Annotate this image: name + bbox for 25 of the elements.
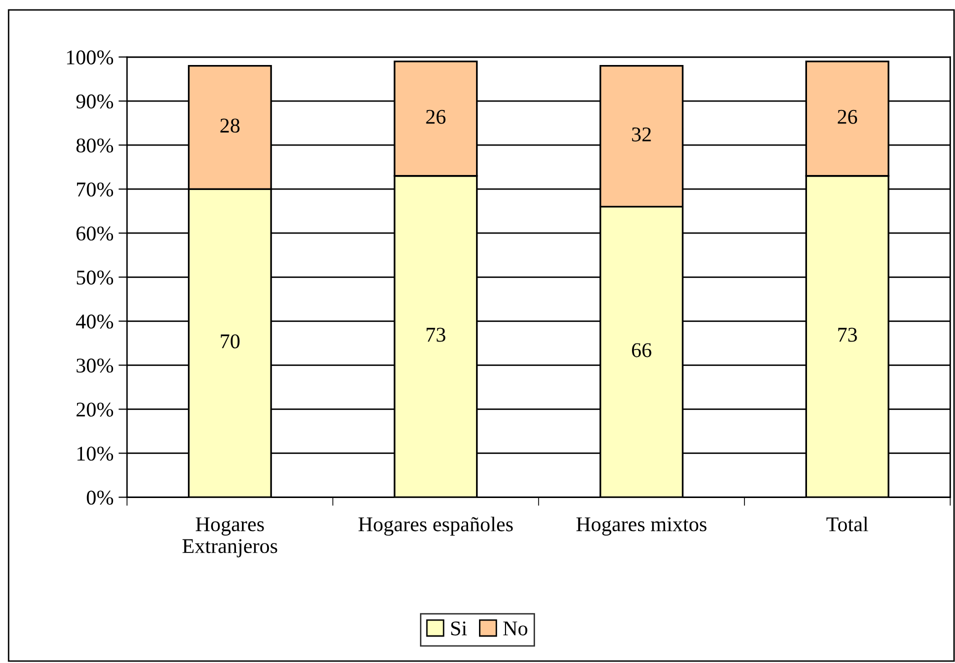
data-label: 32 — [632, 127, 651, 142]
x-tick-label: Hogares mixtos — [576, 517, 706, 536]
y-tick-label: 50% — [76, 270, 114, 285]
y-tick-label: 10% — [77, 446, 114, 461]
data-label: 73 — [426, 328, 446, 342]
y-tick-label: 60% — [76, 226, 114, 241]
data-label: 73 — [838, 328, 857, 342]
y-tick-label: 20% — [76, 402, 114, 417]
legend-label: Si — [451, 621, 467, 636]
legend-label: No — [503, 622, 528, 636]
y-tick-label: 0% — [86, 490, 114, 505]
data-label: 70 — [220, 334, 240, 348]
x-tick-label: Hogares Extranjeros — [182, 517, 278, 558]
data-label: 26 — [838, 110, 858, 124]
y-tick-label: 40% — [76, 314, 114, 329]
data-label: 66 — [632, 343, 652, 358]
y-tick-label: 90% — [76, 94, 114, 109]
y-tick-label: 30% — [76, 358, 114, 373]
x-tick-label: Total — [826, 516, 868, 532]
data-label: 28 — [220, 118, 240, 133]
x-tick-label: Hogares españoles — [358, 516, 513, 536]
data-label: 26 — [426, 110, 446, 124]
y-tick-label: 100% — [67, 50, 114, 65]
y-tick-label: 70% — [77, 182, 114, 197]
y-tick-label: 80% — [76, 138, 114, 153]
